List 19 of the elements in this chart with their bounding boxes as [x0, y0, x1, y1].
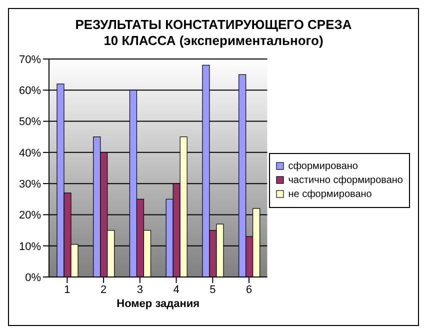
legend-label: не сформировано — [288, 188, 372, 200]
y-tick-label: 60% — [18, 85, 42, 98]
x-axis-title: Номер задания — [116, 298, 200, 310]
legend-label: сформировано — [288, 160, 358, 172]
x-tick-label: 5 — [210, 284, 216, 296]
y-tick-label: 40% — [18, 147, 42, 160]
y-tick-label: 30% — [18, 178, 42, 190]
x-tick-label: 4 — [173, 284, 180, 296]
x-tick-label: 1 — [64, 284, 70, 296]
x-tick-label: 2 — [100, 284, 107, 296]
legend-label: частично сформировано — [288, 174, 403, 186]
x-tick-label: 6 — [246, 284, 252, 296]
y-tick-label: 50% — [18, 116, 42, 128]
y-tick-label: 0% — [25, 272, 42, 284]
y-tick-label: 20% — [18, 210, 42, 222]
chart-title: РЕЗУЛЬТАТЫ КОНСТАТИРУЮЩЕГО СРЕЗА 10 КЛАССА (экспериментального) — [74, 17, 353, 49]
y-tick-label: 70% — [18, 54, 42, 66]
y-tick-label: 10% — [18, 240, 42, 253]
x-tick-label: 3 — [136, 284, 143, 296]
